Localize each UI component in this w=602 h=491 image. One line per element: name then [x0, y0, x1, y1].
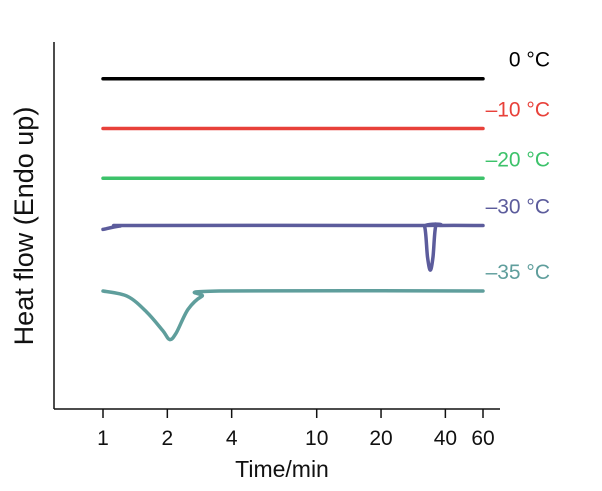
series-label-5: –35 °C — [486, 261, 550, 284]
x-tick-label: 20 — [369, 427, 392, 450]
series-line-5 — [101, 288, 485, 342]
x-tick-label: 1 — [97, 427, 109, 450]
x-axis-title: Time/min — [235, 456, 329, 482]
series-label-4: –30 °C — [486, 196, 550, 219]
axes — [53, 42, 500, 410]
x-tick-label: 60 — [471, 427, 494, 450]
x-tick-label: 10 — [305, 427, 328, 450]
y-axis-title: Heat flow (Endo up) — [9, 107, 39, 346]
x-tick-label: 2 — [161, 427, 173, 450]
x-tick-label: 40 — [434, 427, 457, 450]
series-label-2: –10 °C — [486, 99, 550, 122]
series-label-3: –20 °C — [486, 148, 550, 171]
series-label-1: 0 °C — [509, 49, 550, 72]
x-tick-label: 4 — [226, 427, 238, 450]
series-layer — [101, 76, 485, 342]
x-ticks: 1 2 4 10 20 40 60 — [97, 409, 495, 450]
series-labels: 0 °C –10 °C –20 °C –30 °C –35 °C — [486, 49, 550, 284]
series-line-4 — [101, 222, 485, 272]
